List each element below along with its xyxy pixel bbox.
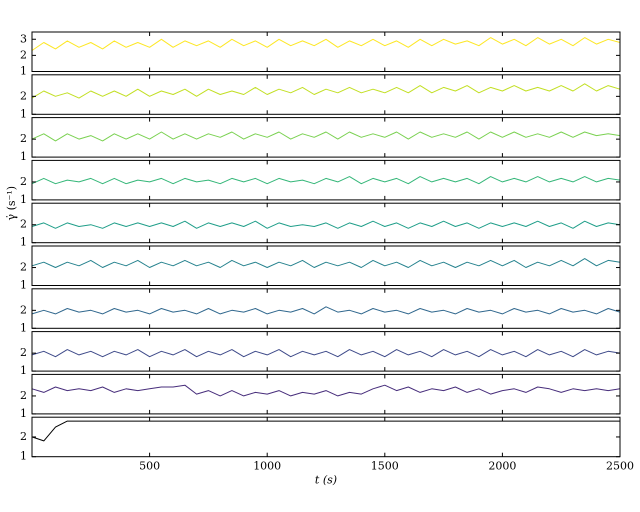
x-tick-label: 2000 <box>488 460 516 473</box>
panel-frame <box>31 245 621 286</box>
y-tick-label: 2 <box>20 430 27 443</box>
x-tick-label: 2500 <box>606 460 634 473</box>
y-tick-label: 1 <box>20 407 27 420</box>
panel-frame <box>31 117 621 158</box>
data-line <box>31 384 621 397</box>
panel-frame <box>31 373 621 415</box>
y-tick-label: 3 <box>20 32 27 45</box>
y-tick-label: 1 <box>20 236 27 249</box>
x-tick-label: 1000 <box>253 460 281 473</box>
y-tick-label: 1 <box>20 364 27 377</box>
y-tick-label: 2 <box>20 389 27 402</box>
y-tick-label: 1 <box>20 150 27 163</box>
y-tick-label: 2 <box>20 175 27 188</box>
x-tick-label: 1500 <box>371 460 399 473</box>
y-tick-label: 2 <box>20 132 27 145</box>
y-tick-label: 2 <box>20 303 27 316</box>
y-tick-label: 1 <box>20 279 27 292</box>
y-tick-label: 2 <box>20 218 27 231</box>
y-tick-label: 2 <box>20 89 27 102</box>
data-line <box>31 131 621 142</box>
panel-frame <box>31 74 621 115</box>
data-line <box>31 349 621 358</box>
y-tick-label: 1 <box>20 107 27 120</box>
data-line <box>31 37 621 51</box>
y-tick-label: 2 <box>20 346 27 359</box>
data-line <box>31 420 620 442</box>
y-tick-label: 1 <box>20 65 27 78</box>
x-axis-label: t (s) <box>315 474 337 487</box>
data-line <box>31 306 621 315</box>
y-tick-label: 2 <box>20 48 27 61</box>
data-line <box>31 258 621 268</box>
panel-frame <box>31 202 621 244</box>
data-line <box>31 83 621 99</box>
y-tick-label: 1 <box>20 450 27 463</box>
x-tick-label: 500 <box>139 460 160 473</box>
data-line <box>31 176 621 185</box>
y-axis-label: γ̇ (s⁻¹) <box>5 186 18 221</box>
panel-frame <box>31 416 621 458</box>
panel-frame <box>31 331 621 372</box>
y-tick-label: 1 <box>20 321 27 334</box>
panel-frame <box>31 288 621 329</box>
panel-frame <box>31 159 621 201</box>
panel-frame <box>31 31 621 72</box>
data-line <box>31 220 621 229</box>
y-tick-label: 2 <box>20 261 27 274</box>
y-tick-label: 1 <box>20 193 27 206</box>
